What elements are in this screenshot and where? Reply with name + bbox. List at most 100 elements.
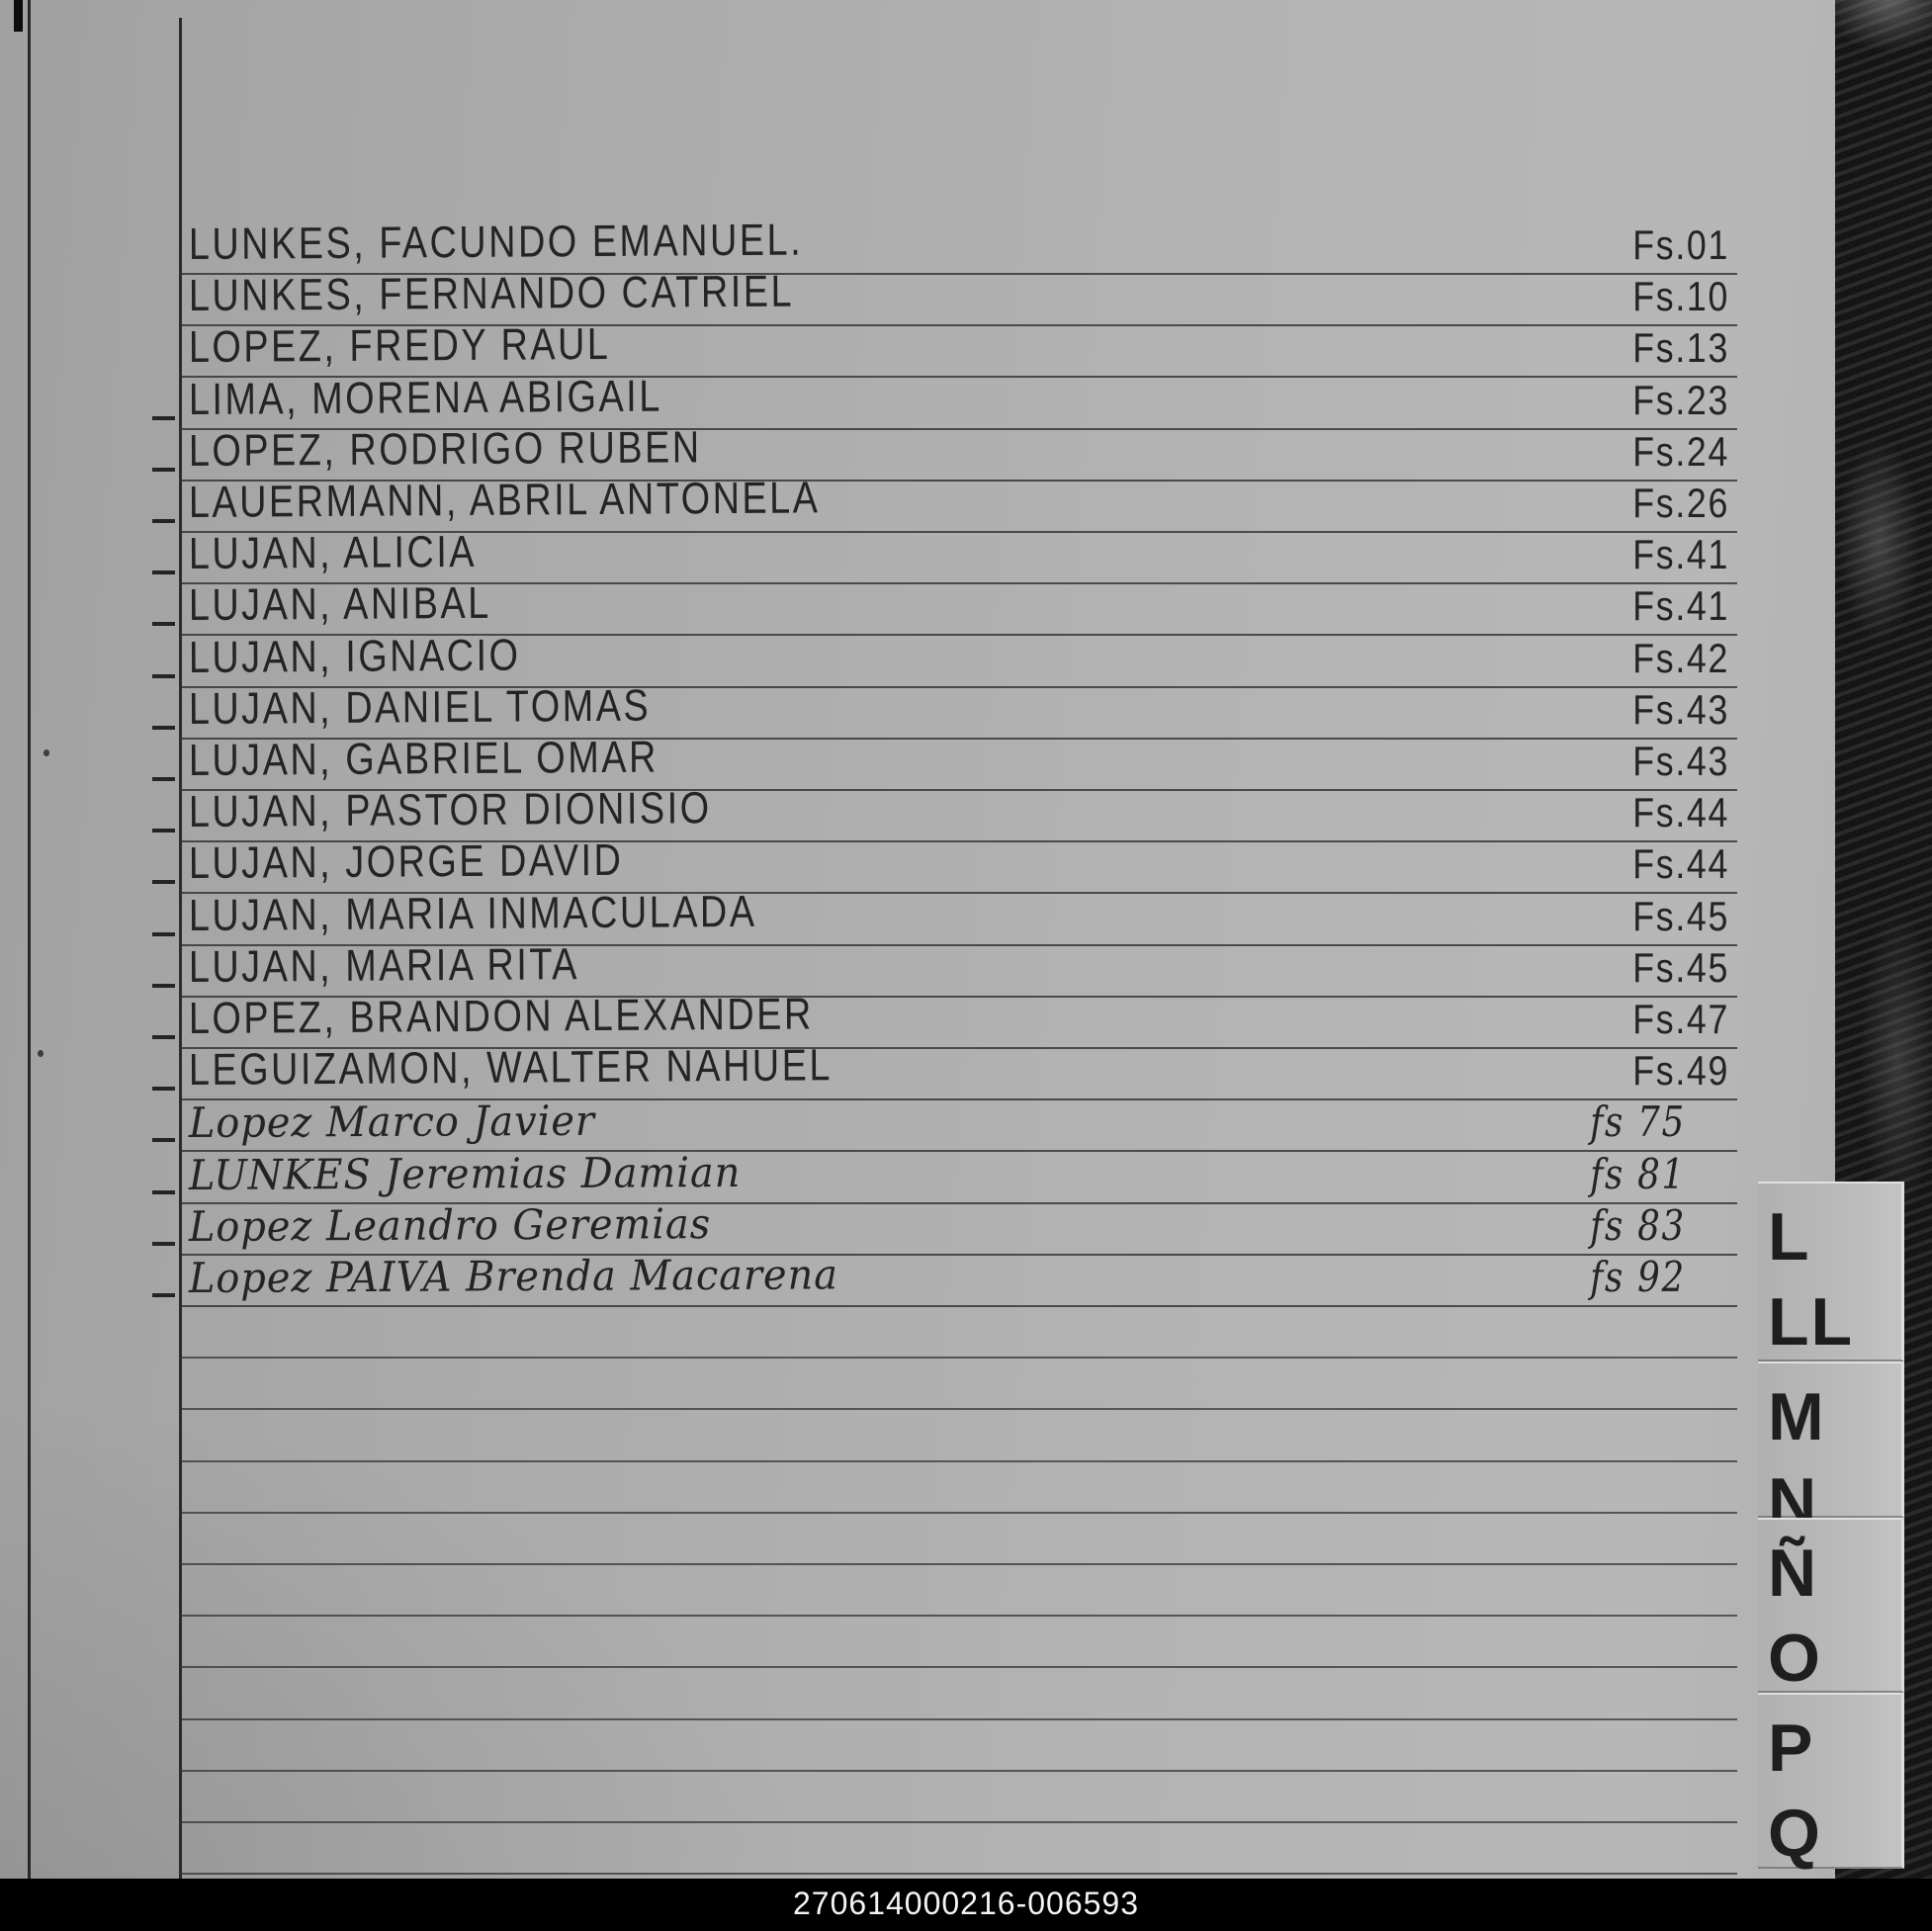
entry-folio-number: Fs.43 [1632, 685, 1729, 733]
entry-name: LUJAN, ANIBAL [188, 577, 491, 631]
dash-mark [152, 880, 175, 885]
dash-mark [152, 983, 175, 988]
entry-folio-number: Fs.10 [1632, 273, 1729, 320]
dash-mark [152, 1293, 175, 1297]
index-row: LUNKES, FERNANDO CATRIEL Fs.10 [179, 266, 1737, 327]
blank-line [179, 1511, 1737, 1514]
entry-name: LOPEZ, BRANDON ALEXANDER [188, 988, 814, 1043]
corner-registration-mark [14, 0, 23, 32]
entry-name: LUJAN, IGNACIO [188, 629, 521, 682]
entry-folio-number: Fs.23 [1632, 376, 1729, 423]
blank-line [179, 1769, 1737, 1772]
entry-name: LUNKES Jeremias Damian [188, 1147, 742, 1199]
entry-folio-number: fs 92 [1590, 1253, 1686, 1301]
blank-line [179, 1717, 1737, 1720]
index-row: LUNKES, FACUNDO EMANUEL. Fs.01 [179, 214, 1737, 275]
dash-mark [152, 725, 175, 730]
entry-folio-number: Fs.44 [1632, 840, 1729, 888]
entry-name: LUJAN, GABRIEL OMAR [188, 731, 659, 785]
entry-name: LUJAN, MARIA RITA [188, 937, 579, 992]
entry-name: Lopez Leandro Geremias [188, 1198, 712, 1251]
dash-mark [152, 1189, 175, 1194]
index-row: LUJAN, PASTOR DIONISIO Fs.44 [152, 782, 1737, 843]
index-row: LAUERMANN, ABRIL ANTONELA Fs.26 [152, 472, 1737, 533]
index-row: LUJAN, GABRIEL OMAR Fs.43 [152, 732, 1737, 791]
entry-name: LIMA, MORENA ABIGAIL [188, 370, 662, 424]
dash-mark [152, 829, 175, 834]
entry-folio-number: Fs.44 [1632, 789, 1729, 836]
entry-name: LUJAN, DANIEL TOMAS [188, 679, 652, 734]
blank-line [179, 1666, 1737, 1669]
entry-name: LAUERMANN, ABRIL ANTONELA [188, 472, 821, 527]
dash-mark [152, 519, 175, 523]
index-row: LUJAN, MARIA INMACULADA Fs.45 [152, 885, 1737, 946]
index-row: Lopez Leandro Geremias fs 83 [152, 1198, 1737, 1256]
entry-folio-number: Fs.45 [1632, 892, 1729, 939]
dash-mark [152, 415, 175, 420]
dash-mark [152, 673, 175, 678]
index-row: LUJAN, IGNACIO Fs.42 [152, 629, 1737, 688]
index-row: LEGUIZAMON, WALTER NAHUEL Fs.49 [152, 1039, 1737, 1101]
tab-letter-p: P [1768, 1711, 1815, 1786]
tab-letter-ll: LL [1768, 1284, 1855, 1360]
entry-folio-number: Fs.41 [1632, 582, 1729, 630]
entry-name: LUJAN, ALICIA [188, 526, 478, 579]
index-row: LOPEZ, FREDY RAUL Fs.13 [179, 318, 1737, 379]
dash-mark [152, 571, 175, 575]
index-row: LUJAN, DANIEL TOMAS Fs.43 [152, 679, 1737, 740]
entry-name: LUNKES, FACUNDO EMANUEL. [188, 214, 804, 270]
entry-folio-number: Fs.24 [1632, 427, 1729, 475]
entry-name: LUJAN, PASTOR DIONISIO [188, 782, 712, 837]
entry-name: LOPEZ, FREDY RAUL [188, 318, 611, 373]
ink-speck [44, 749, 49, 756]
dash-mark [152, 622, 175, 627]
entry-name: LUNKES, FERNANDO CATRIEL [188, 265, 795, 321]
index-row: LIMA, MORENA ABIGAIL Fs.23 [152, 370, 1737, 430]
dash-mark [152, 777, 175, 781]
entry-name: LUJAN, MARIA INMACULADA [188, 885, 757, 940]
tab-letter-l: L [1768, 1199, 1811, 1274]
blank-line [179, 1821, 1737, 1823]
scan-code: 270614000216-006593 [793, 1886, 1139, 1921]
dash-mark [152, 1138, 175, 1143]
blank-line [179, 1357, 1737, 1360]
entry-folio-number: Fs.43 [1632, 738, 1729, 784]
blank-line [179, 1459, 1737, 1462]
dash-mark [152, 931, 175, 936]
dash-mark [152, 1087, 175, 1092]
entry-folio-number: Fs.41 [1632, 531, 1729, 578]
entry-folio-number: fs 83 [1590, 1200, 1686, 1250]
blank-line [179, 1615, 1737, 1618]
entry-folio-number: fs 81 [1590, 1149, 1686, 1198]
blank-line [179, 1408, 1737, 1411]
ink-speck [38, 1050, 44, 1057]
index-row: LOPEZ, RODRIGO RUBEN Fs.24 [152, 421, 1737, 482]
entry-name: LEGUIZAMON, WALTER NAHUEL [188, 1039, 834, 1096]
index-row: LUJAN, MARIA RITA Fs.45 [152, 938, 1737, 998]
dash-mark [152, 1035, 175, 1039]
entry-folio-number: Fs.45 [1632, 943, 1729, 991]
index-row: LUJAN, ANIBAL Fs.41 [152, 577, 1737, 637]
entry-folio-number: fs 75 [1590, 1097, 1686, 1147]
entry-name: LOPEZ, RODRIGO RUBEN [188, 421, 702, 476]
entry-folio-number: Fs.42 [1632, 634, 1729, 681]
dash-mark [152, 467, 175, 472]
dash-mark [152, 1241, 175, 1246]
index-row: Lopez PAIVA Brenda Macarena fs 92 [152, 1250, 1737, 1307]
scanner-footer: 270614000216-006593 [0, 1879, 1932, 1931]
tab-letter-ñ: Ñ [1768, 1536, 1819, 1611]
page-fold-line [28, 0, 31, 1879]
index-row: Lopez Marco Javier fs 75 [152, 1097, 1737, 1153]
tab-letter-o: O [1768, 1621, 1822, 1696]
entry-name: Lopez PAIVA Brenda Macarena [188, 1250, 839, 1302]
index-row: LOPEZ, BRANDON ALEXANDER Fs.47 [152, 988, 1737, 1049]
entry-folio-number: Fs.47 [1632, 996, 1729, 1042]
entry-name: LUJAN, JORGE DAVID [188, 834, 624, 889]
index-row: LUJAN, JORGE DAVID Fs.44 [152, 834, 1737, 895]
tab-letter-m: M [1768, 1379, 1826, 1454]
index-tab: L LL [1758, 1182, 1904, 1361]
